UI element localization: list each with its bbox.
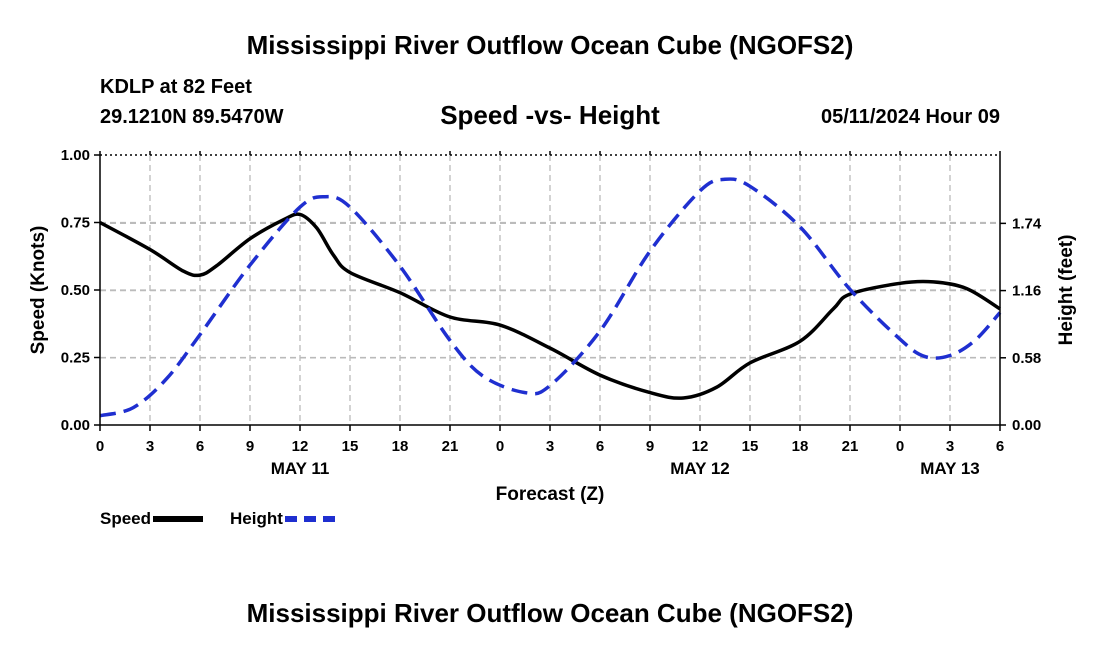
x-tick-label: 6 <box>196 438 204 455</box>
legend-speed-label: Speed <box>100 509 152 528</box>
x-tick-label: 21 <box>842 438 859 455</box>
x-tick-label: 0 <box>496 438 504 455</box>
x-tick-label: 0 <box>896 438 904 455</box>
x-tick-label: 9 <box>246 438 254 455</box>
x-tick-label: 6 <box>996 438 1004 455</box>
x-tick-label: 6 <box>596 438 604 455</box>
legend-speed: Speed <box>100 509 204 529</box>
station-coordinates: 29.1210N 89.5470W <box>100 106 284 128</box>
x-tick-label: 18 <box>792 438 809 455</box>
y-axis-title: Speed (Knots) <box>28 226 49 355</box>
speed-series-line <box>99 212 1001 400</box>
y2-tick-label: 0.58 <box>1012 350 1041 367</box>
x-tick-label: 3 <box>946 438 954 455</box>
y-tick-label: 0.50 <box>61 282 90 299</box>
legend-height-label: Height <box>230 509 283 528</box>
page-title: Mississippi River Outflow Ocean Cube (NG… <box>246 30 854 60</box>
series-layer <box>99 177 1002 418</box>
height-series-line <box>99 177 1002 418</box>
x-tick-label: 12 <box>692 438 709 455</box>
x-tick-label: 12 <box>292 438 309 455</box>
y2-axis-title: Height (feet) <box>1056 235 1077 346</box>
legend-speed-swatch <box>153 516 204 522</box>
forecast-datetime: 05/11/2024 Hour 09 <box>820 106 1000 128</box>
date-label: MAY 11 <box>271 459 330 478</box>
chart-title: Speed -vs- Height <box>440 100 660 130</box>
x-tick-label: 3 <box>546 438 554 455</box>
date-label: MAY 13 <box>920 459 980 478</box>
x-axis-title: Forecast (Z) <box>496 484 605 505</box>
x-tick-label: 21 <box>442 438 459 455</box>
x-tick-label: 15 <box>342 438 359 455</box>
y-tick-label: 0.25 <box>61 350 90 367</box>
y-tick-label: 0.00 <box>61 417 90 434</box>
x-tick-label: 3 <box>146 438 154 455</box>
axes <box>94 151 1006 431</box>
grid-lines <box>100 155 1000 425</box>
legend-height: Height <box>230 509 335 529</box>
axis-labels: 0 3 6 9 12 15 18 21 0 3 6 9 12 15 18 21 0 3 6 MAY 11 MAY 12 M… <box>28 147 1077 505</box>
y2-tick-label: 0.00 <box>1012 417 1041 434</box>
y2-tick-label: 1.74 <box>1012 215 1042 232</box>
y-tick-label: 0.75 <box>61 215 90 232</box>
x-tick-label: 9 <box>646 438 654 455</box>
x-tick-label: 18 <box>392 438 409 455</box>
y-tick-label: 1.00 <box>61 147 90 164</box>
x-tick-label: 15 <box>742 438 759 455</box>
date-label: MAY 12 <box>670 459 730 478</box>
y2-tick-label: 1.16 <box>1012 283 1041 300</box>
x-tick-label: 0 <box>96 438 104 455</box>
page-title-repeat: Mississippi River Outflow Ocean Cube (NG… <box>246 598 854 628</box>
station-name: KDLP at 82 Feet <box>100 76 252 98</box>
legend-height-swatch <box>284 516 335 522</box>
